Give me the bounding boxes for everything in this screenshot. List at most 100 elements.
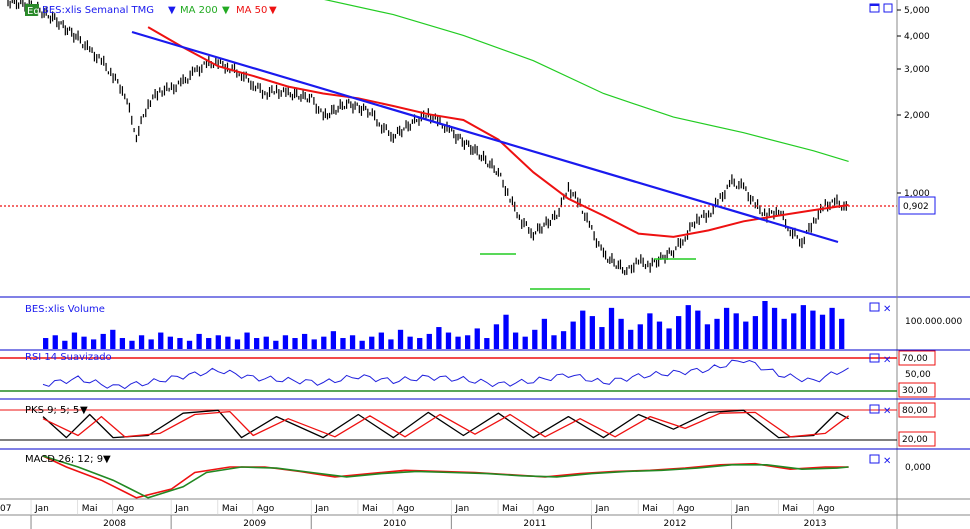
volume-bar [800,305,806,349]
x-year-label: 2008 [103,519,126,529]
macd-arrow[interactable]: ▼ [103,454,111,465]
volume-bar [129,340,135,349]
volume-bar [608,307,615,349]
x-year-label: 2013 [804,519,827,529]
x-axis: Jan Mai Ago Jan Mai Ago Jan Mai Ago Jan Mai Ago Jan M… [0,500,970,529]
stochastic-panel[interactable]: PKS 9; 5; 5 ▼ ✕ 80,00 20,00 [0,402,970,450]
rsi-upper-label: 70,00 [902,354,928,364]
volume-bar [465,335,471,349]
stoch-d-line[interactable] [42,410,849,438]
volume-bar [839,318,845,349]
volume-bar [628,329,634,349]
volume-bar [503,314,509,349]
volume-bar [138,335,145,349]
stoch-lower-label: 20,00 [902,435,928,445]
volume-bar [723,307,730,349]
volume-bar [301,333,308,349]
ma50-line[interactable] [147,26,849,238]
macd-title: MACD 26; 12; 9 [25,454,103,465]
volume-bar [369,336,375,349]
legend-ma50-arrow[interactable]: ▼ [269,5,277,16]
volume-bar [330,331,337,349]
volume-bar [512,332,519,349]
stoch-close-icon[interactable]: ✕ [883,406,891,417]
volume-bar [119,338,126,349]
volume-title: BES:xlis Volume [25,304,105,315]
ma200-line[interactable] [323,0,849,162]
macd-maximize-icon[interactable] [869,454,880,464]
volume-bar [388,339,394,349]
resistance-trendline[interactable] [131,30,839,244]
volume-bar [560,331,567,349]
x-year-label: 2009 [243,519,266,529]
volume-maximize-icon[interactable] [869,302,880,312]
volume-bar [81,336,87,349]
logo-text: Eq [27,6,40,17]
price-panel[interactable]: Eq BES:xlis Semanal TMG ▼ MA 200 ▼ MA 50… [0,0,970,298]
macd-close-icon[interactable]: ✕ [883,456,891,467]
stoch-upper-label: 80,00 [902,406,928,416]
volume-bar [743,321,749,349]
legend-ma200-arrow[interactable]: ▼ [222,5,230,16]
volume-bar [321,336,327,349]
x-year-label: 2011 [523,519,546,529]
ytick-2000: 2,000 [904,111,930,121]
volume-bar [522,336,528,349]
volume-bar [215,335,221,349]
volume-bar [580,310,586,349]
rsi-title: RSI 14 Suavizado [25,352,112,363]
rsi-panel[interactable]: RSI 14 Suavizado ✕ 70,00 50,00 30,00 [0,350,970,400]
volume-bar [397,329,404,349]
volume-bar [234,339,241,349]
rsi-line[interactable] [42,359,849,390]
volume-bar [244,332,250,349]
volume-bar [62,340,68,349]
legend-price[interactable]: BES:xlis Semanal TMG [42,5,154,16]
x-edge-label: 07 [0,504,11,514]
x-month-label: Jan [594,504,609,514]
stoch-title: PKS 9; 5; 5 [25,405,79,416]
rsi-close-icon[interactable]: ✕ [883,355,891,366]
volume-bar [532,329,538,349]
rsi-mid-label: 50,00 [905,370,931,380]
stoch-k-line[interactable] [42,409,849,439]
volume-bar [618,318,624,349]
last-price-label [898,196,936,215]
x-month-label: Mai [362,504,378,514]
x-month-label: Jan [454,504,469,514]
rsi-maximize-icon[interactable] [869,353,880,363]
volume-bar [263,336,269,349]
volume-bar [282,335,289,349]
legend-ma50[interactable]: MA 50 [236,5,267,16]
volume-panel[interactable]: BES:xlis Volume ✕ 100.000.000 [0,301,970,351]
stoch-maximize-icon[interactable] [869,404,880,414]
volume-bar [100,333,106,349]
macd-panel[interactable]: MACD 26; 12; 9 ▼ ✕ 0,000 [0,454,970,500]
volume-bar [733,313,739,349]
volume-bar [637,324,643,349]
price-series-line[interactable] [7,0,847,276]
volume-bar [752,316,759,349]
volume-bar [225,336,231,349]
volume-bar [186,340,193,349]
legend-ma200[interactable]: MA 200 [180,5,218,16]
macd-signal-line[interactable] [42,455,849,499]
legend-price-arrow[interactable]: ▼ [168,5,176,16]
x-month-label: Jan [34,504,49,514]
volume-bar [484,338,490,349]
x-month-label: Jan [735,504,750,514]
x-year-label: 2012 [664,519,687,529]
rsi-lower-label: 30,00 [902,386,928,396]
window-icon[interactable] [883,3,893,13]
x-month-label: Mai [642,504,658,514]
volume-bar [695,310,701,349]
ytick-3000: 3,000 [904,65,930,75]
macd-zero-label: 0,000 [905,463,931,473]
stoch-arrow[interactable]: ▼ [80,405,88,416]
volume-bar [570,321,576,349]
volume-bar [158,332,164,349]
volume-bar [52,335,58,349]
volume-bar [685,305,691,349]
ytick-4000: 4,000 [904,32,930,42]
volume-close-icon[interactable]: ✕ [883,304,891,315]
